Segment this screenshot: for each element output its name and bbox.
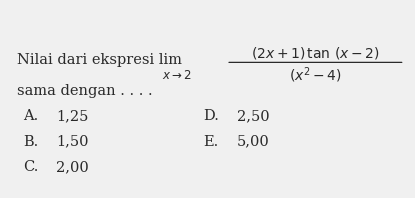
Text: E.: E.: [203, 135, 219, 148]
Text: D.: D.: [203, 109, 219, 123]
Text: A.: A.: [23, 109, 38, 123]
Text: 1,50: 1,50: [56, 135, 88, 148]
Text: C.: C.: [23, 160, 38, 174]
Text: sama dengan . . . .: sama dengan . . . .: [17, 84, 152, 98]
Text: 2,00: 2,00: [56, 160, 89, 174]
Text: 1,25: 1,25: [56, 109, 88, 123]
Text: 5,00: 5,00: [237, 135, 269, 148]
Text: $(2x + 1)\,\tan\,(x - 2)$: $(2x + 1)\,\tan\,(x - 2)$: [251, 46, 380, 61]
Text: $x \rightarrow 2$: $x \rightarrow 2$: [162, 69, 192, 82]
Text: Nilai dari ekspresi lim: Nilai dari ekspresi lim: [17, 53, 182, 67]
Text: $(x^2 - 4)$: $(x^2 - 4)$: [289, 66, 342, 85]
Text: 2,50: 2,50: [237, 109, 269, 123]
Text: B.: B.: [23, 135, 38, 148]
